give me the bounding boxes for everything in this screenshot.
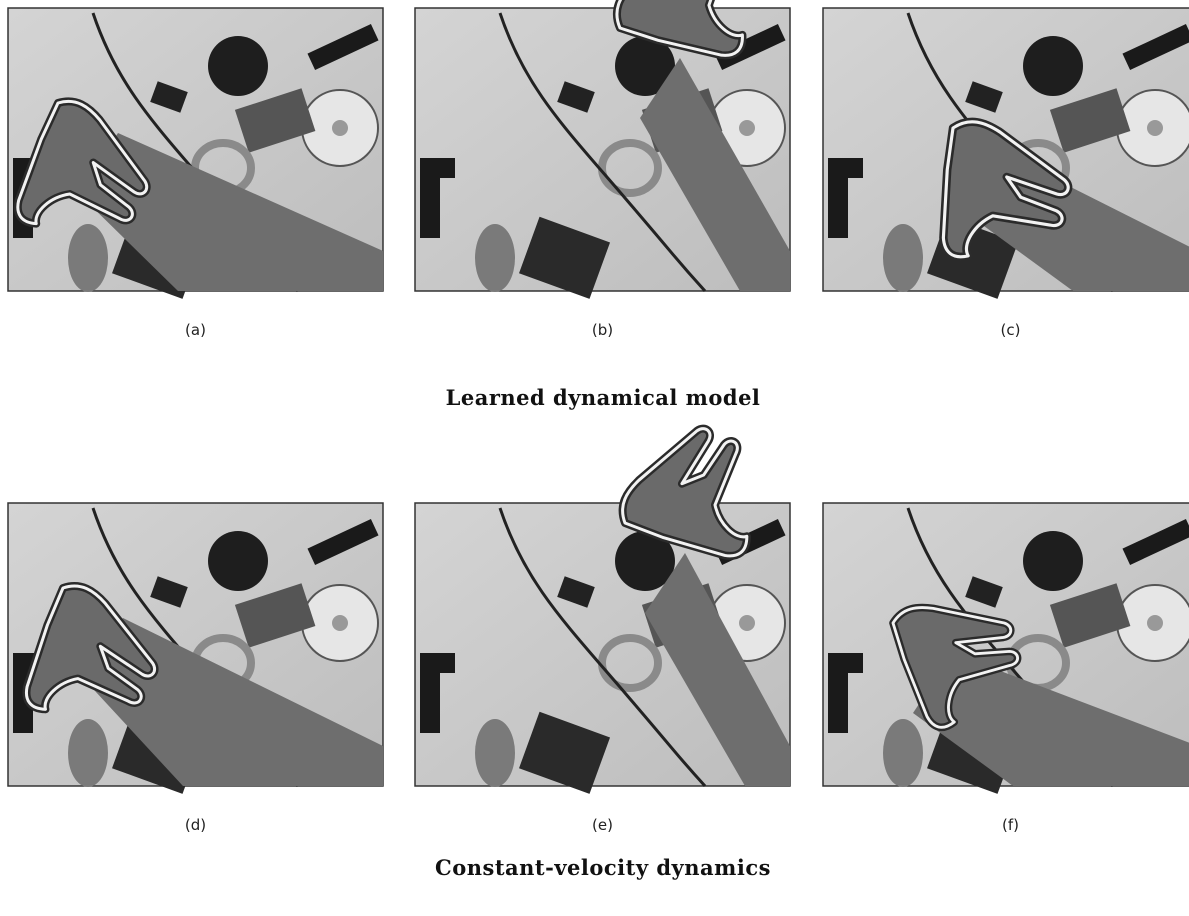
mouse — [475, 224, 515, 292]
photo-panel — [415, 0, 790, 299]
mug — [1023, 36, 1083, 96]
cd-hub — [332, 615, 348, 631]
mouse — [68, 224, 108, 292]
row-title: Learned dynamical model — [446, 385, 761, 410]
photo-panel — [8, 503, 383, 794]
cd-hub — [1147, 615, 1163, 631]
photo-panel — [415, 412, 790, 794]
mouse — [883, 719, 923, 787]
panel-label: (d) — [185, 816, 206, 834]
mouse — [68, 719, 108, 787]
panel-label: (f) — [1002, 816, 1019, 834]
panel-label: (b) — [592, 321, 613, 339]
cd-hub — [332, 120, 348, 136]
photo-panel — [823, 503, 1189, 794]
mouse — [475, 719, 515, 787]
panel-label: (c) — [1001, 321, 1021, 339]
photo-panel — [8, 8, 383, 299]
cd-hub — [1147, 120, 1163, 136]
mug — [208, 36, 268, 96]
mouse — [883, 224, 923, 292]
panel-label: (a) — [185, 321, 206, 339]
row-title: Constant-velocity dynamics — [435, 855, 771, 880]
cd-hub — [739, 615, 755, 631]
mug — [1023, 531, 1083, 591]
figure: (a) (b) (c) Learned dynamical model (d) (e) (f… — [0, 0, 1189, 916]
mug — [208, 531, 268, 591]
photo-panel — [823, 8, 1189, 299]
panel-label: (e) — [592, 816, 613, 834]
cd-hub — [739, 120, 755, 136]
